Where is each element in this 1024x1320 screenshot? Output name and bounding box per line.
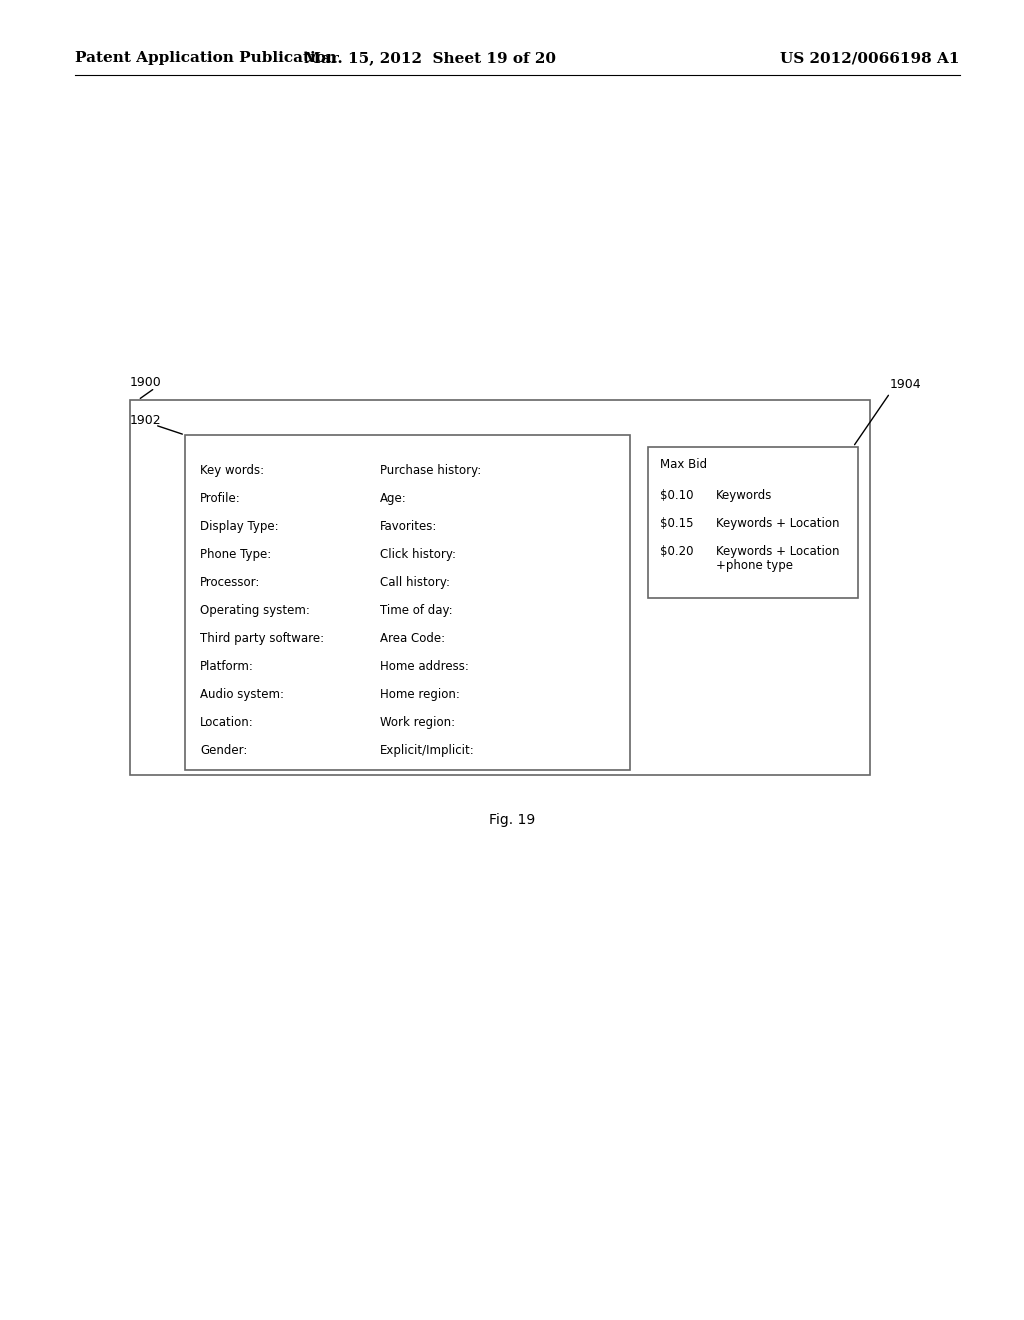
Bar [648, 447, 858, 598]
Text: Gender:: Gender: [200, 743, 248, 756]
Text: $0.15: $0.15 [660, 517, 693, 531]
Text: Keywords + Location: Keywords + Location [716, 545, 840, 558]
Text: Home address:: Home address: [380, 660, 469, 673]
Text: Favorites:: Favorites: [380, 520, 437, 533]
Text: Key words:: Key words: [200, 465, 264, 478]
Text: Location:: Location: [200, 715, 254, 729]
Text: $0.20: $0.20 [660, 545, 693, 558]
Text: 1902: 1902 [130, 413, 162, 426]
Text: Max Bid: Max Bid [660, 458, 708, 471]
Text: 1904: 1904 [890, 379, 922, 392]
Text: +phone type: +phone type [716, 558, 793, 572]
Text: Phone Type:: Phone Type: [200, 548, 271, 561]
Text: Call history:: Call history: [380, 576, 450, 589]
Text: Profile:: Profile: [200, 492, 241, 506]
Text: Age:: Age: [380, 492, 407, 506]
Bar [130, 400, 870, 775]
Text: Keywords + Location: Keywords + Location [716, 517, 840, 531]
Text: Operating system:: Operating system: [200, 605, 310, 616]
Text: Work region:: Work region: [380, 715, 455, 729]
Text: Click history:: Click history: [380, 548, 456, 561]
Text: Fig. 19: Fig. 19 [488, 813, 536, 828]
Text: Display Type:: Display Type: [200, 520, 279, 533]
Text: Area Code:: Area Code: [380, 632, 445, 645]
Text: Mar. 15, 2012  Sheet 19 of 20: Mar. 15, 2012 Sheet 19 of 20 [304, 51, 556, 65]
Text: US 2012/0066198 A1: US 2012/0066198 A1 [780, 51, 961, 65]
Text: 1900: 1900 [130, 375, 162, 388]
Bar [185, 436, 630, 770]
Text: Purchase history:: Purchase history: [380, 465, 481, 478]
Text: Third party software:: Third party software: [200, 632, 325, 645]
Text: Keywords: Keywords [716, 488, 772, 502]
Text: Time of day:: Time of day: [380, 605, 453, 616]
Text: $0.10: $0.10 [660, 488, 693, 502]
Text: Explicit/Implicit:: Explicit/Implicit: [380, 743, 475, 756]
Text: Patent Application Publication: Patent Application Publication [75, 51, 337, 65]
Text: Platform:: Platform: [200, 660, 254, 673]
Text: Audio system:: Audio system: [200, 688, 284, 701]
Text: Home region:: Home region: [380, 688, 460, 701]
Text: Processor:: Processor: [200, 576, 260, 589]
